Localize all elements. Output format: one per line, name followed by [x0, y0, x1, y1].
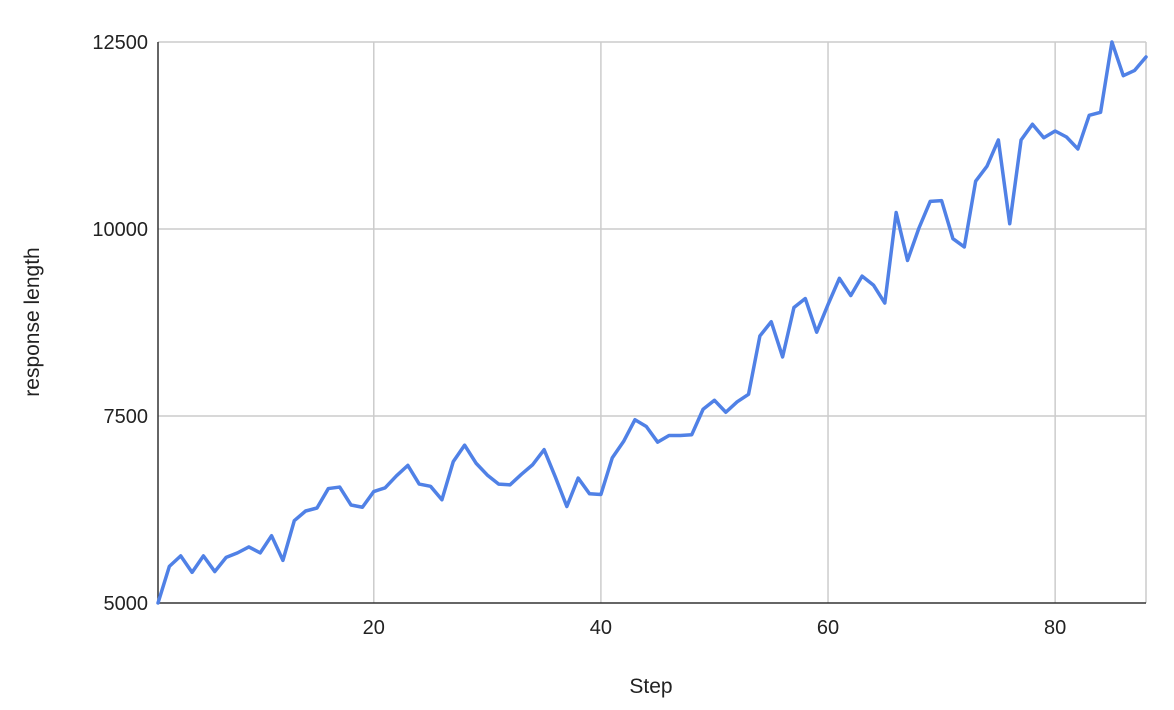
- y-tick-label-3: 12500: [92, 32, 148, 54]
- series-lines: [156, 40, 1148, 605]
- axes: [157, 42, 1146, 604]
- x-axis-title: Step: [629, 675, 672, 698]
- x-tick-labels: 20 40 60 80: [363, 617, 1067, 639]
- y-axis-title: response length: [21, 247, 44, 396]
- x-tick-label-3: 80: [1044, 617, 1066, 639]
- y-tick-label-0: 5000: [104, 593, 149, 615]
- y-tick-label-1: 7500: [104, 406, 149, 428]
- gridlines: [158, 41, 1147, 603]
- x-tick-label-1: 40: [590, 617, 612, 639]
- y-tick-labels: 5000 7500 10000 12500: [92, 32, 148, 615]
- series-line-0: [156, 40, 1148, 605]
- x-tick-label-0: 20: [363, 617, 385, 639]
- x-tick-label-2: 60: [817, 617, 839, 639]
- y-tick-label-2: 10000: [92, 219, 148, 241]
